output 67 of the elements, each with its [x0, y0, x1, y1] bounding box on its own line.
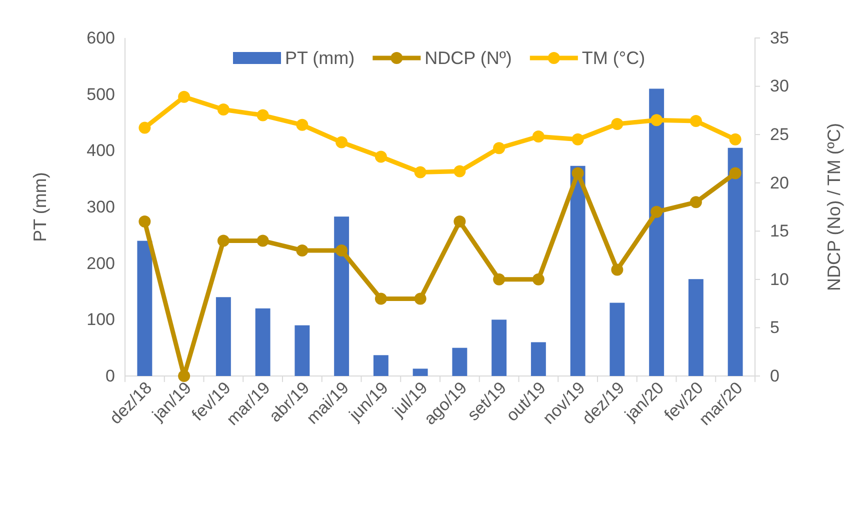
- bar: [334, 216, 350, 376]
- point: [454, 165, 466, 178]
- y2-tick-label: 0: [770, 366, 780, 386]
- point: [374, 292, 387, 305]
- point: [217, 234, 230, 247]
- bar: [610, 302, 625, 376]
- point: [336, 244, 348, 256]
- point: [493, 142, 506, 154]
- bar: [530, 342, 546, 376]
- y-tick-label: 600: [86, 28, 115, 48]
- bar: [373, 355, 388, 376]
- y2-tick-label: 30: [770, 76, 789, 96]
- bar: [255, 308, 270, 376]
- y-tick-label: 200: [86, 254, 115, 273]
- point: [650, 114, 663, 126]
- point: [138, 215, 151, 228]
- point: [729, 133, 742, 146]
- y2-tick-label: 10: [770, 270, 789, 289]
- bar: [570, 166, 586, 376]
- point: [256, 234, 269, 247]
- legend-label: PT (mm): [285, 48, 355, 68]
- point: [256, 109, 269, 122]
- y-tick-label: 400: [86, 141, 115, 160]
- bar: [492, 320, 507, 376]
- point: [336, 136, 348, 148]
- bar: [137, 240, 152, 376]
- point: [650, 206, 663, 218]
- point: [178, 370, 190, 382]
- point: [138, 122, 151, 134]
- point: [217, 103, 230, 116]
- point: [611, 118, 624, 130]
- y-axis-title: PT (mm): [30, 172, 50, 242]
- bar: [294, 325, 310, 376]
- bar: [216, 297, 231, 376]
- point: [532, 273, 544, 286]
- point: [572, 167, 584, 180]
- point: [414, 166, 426, 178]
- point: [729, 167, 742, 180]
- y2-tick-label: 5: [770, 318, 780, 338]
- y2-axis-title: NDCP (No) / TM (ºC): [824, 123, 844, 291]
- y2-tick-label: 20: [770, 173, 789, 192]
- point: [374, 150, 387, 163]
- bar: [688, 279, 704, 376]
- point: [572, 133, 584, 146]
- y2-tick-label: 25: [770, 125, 789, 144]
- point: [611, 264, 624, 276]
- bar: [728, 148, 743, 376]
- bar: [412, 368, 428, 376]
- point: [296, 118, 308, 131]
- point: [414, 292, 426, 305]
- y-tick-label: 300: [86, 197, 115, 216]
- bar: [452, 348, 468, 376]
- y-tick-label: 0: [106, 366, 115, 386]
- point: [178, 90, 190, 103]
- legend-label: NDCP (Nº): [424, 48, 512, 68]
- legend-label: TM (°C): [582, 48, 646, 68]
- y-tick-label: 500: [86, 84, 115, 104]
- point: [454, 215, 466, 228]
- point: [690, 115, 702, 128]
- y2-tick-label: 35: [770, 28, 789, 48]
- y-tick-label: 100: [86, 310, 115, 330]
- bar: [649, 88, 664, 376]
- point: [532, 130, 544, 143]
- point: [690, 196, 702, 208]
- point: [493, 273, 506, 286]
- point: [296, 244, 308, 256]
- y2-tick-label: 15: [770, 222, 789, 241]
